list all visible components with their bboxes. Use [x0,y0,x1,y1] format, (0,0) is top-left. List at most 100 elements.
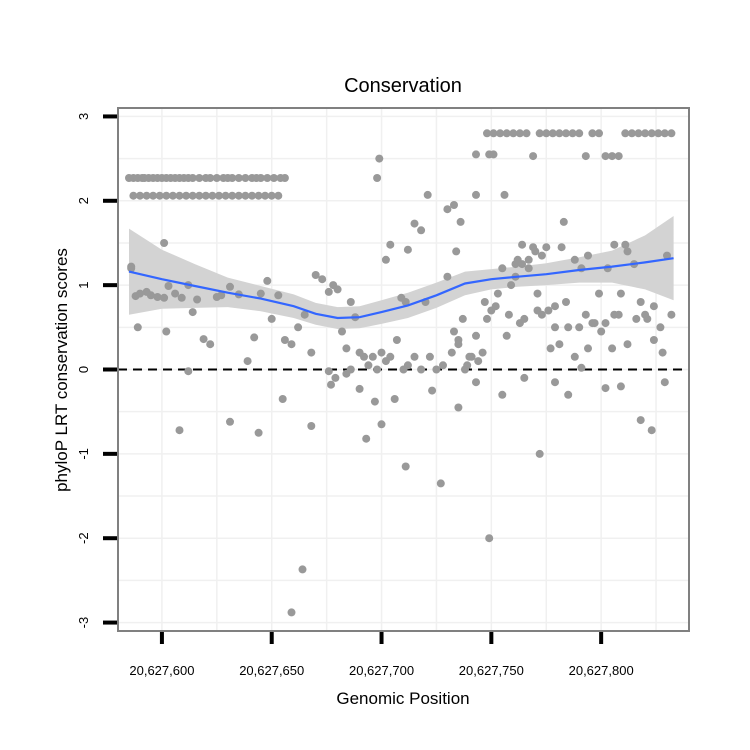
data-point [188,308,197,317]
data-point [346,365,355,374]
data-point [432,365,441,374]
data-point [610,240,619,249]
data-point [417,365,426,374]
y-axis-label: phyloP LRT conservation scores [52,248,71,492]
data-point [498,390,507,399]
data-point [307,348,316,357]
data-point [212,174,221,182]
data-point [660,378,669,387]
data-point [489,150,498,159]
data-point [248,191,256,200]
data-point [641,310,650,319]
data-point [551,378,559,387]
data-point [175,191,184,200]
data-point [215,191,223,200]
data-point [142,191,151,200]
data-point [199,335,208,344]
data-point [155,191,164,200]
data-point [660,129,669,138]
x-axis-label: Genomic Position [336,689,469,708]
data-point [452,247,461,256]
data-point [274,291,283,300]
data-point [342,344,351,353]
data-point [403,245,412,254]
data-point [454,340,463,349]
data-point [518,240,527,249]
data-point [195,174,204,182]
data-point [491,302,500,311]
data-point [570,255,579,264]
data-point [472,331,480,340]
data-point [623,340,632,349]
data-point [463,361,472,370]
data-point [496,129,505,138]
data-point [559,217,568,226]
x-axis: 20,627,600 20,627,650 20,627,700 20,627,750… [129,632,634,678]
data-point [294,323,303,332]
data-point [465,352,474,361]
data-point [608,152,617,161]
x-tick-label: 20,627,600 [129,663,194,678]
data-point [647,426,656,435]
data-point [410,352,419,361]
data-point [263,276,272,285]
data-point [287,608,296,617]
data-point [250,333,259,342]
data-point [667,310,676,319]
data-point [595,289,603,298]
data-point [206,340,215,349]
data-point [298,565,307,574]
data-point [318,275,327,284]
data-point [401,298,410,306]
data-point [575,129,584,138]
data-point [256,289,265,298]
smooth-trend-line [128,257,674,320]
data-point [280,174,289,182]
y-tick-label: -2 [76,532,91,544]
data-point [533,289,542,298]
y-axis: -3 -2 -1 0 1 2 3 [76,113,117,628]
data-point [168,191,177,200]
data-point [146,291,155,300]
data-point [188,191,197,200]
data-point [307,422,316,430]
data-point [474,357,483,366]
data-point [193,295,202,304]
data-point [483,129,491,138]
data-point [370,397,379,406]
data-point [254,428,263,437]
y-tick-label: 0 [76,366,91,373]
data-point [182,191,191,200]
data-point [373,365,382,374]
data-point [368,352,377,361]
data-point [504,310,513,319]
data-point [520,373,529,382]
data-point [160,239,169,247]
data-point [436,479,445,488]
data-point [601,152,610,161]
data-point [564,390,573,399]
data-point [287,340,296,349]
y-tick-label: 2 [76,197,91,204]
data-point [160,293,169,302]
data-point [555,340,564,349]
data-point [667,129,676,138]
data-point [338,327,346,336]
data-point [267,314,276,323]
data-point [522,129,531,138]
data-point [241,191,250,200]
data-point [489,129,498,138]
y-tick-label: 1 [76,281,91,288]
data-point [458,314,467,323]
data-point [149,191,158,200]
data-point [164,282,173,290]
smooth-curve-layer [128,257,674,320]
data-point [478,348,487,357]
data-point [256,174,265,182]
data-point [535,449,544,458]
data-point [311,271,320,279]
data-point [456,217,465,226]
data-point [537,251,546,260]
confidence-ribbon-layer [129,216,674,329]
data-point [208,191,217,200]
